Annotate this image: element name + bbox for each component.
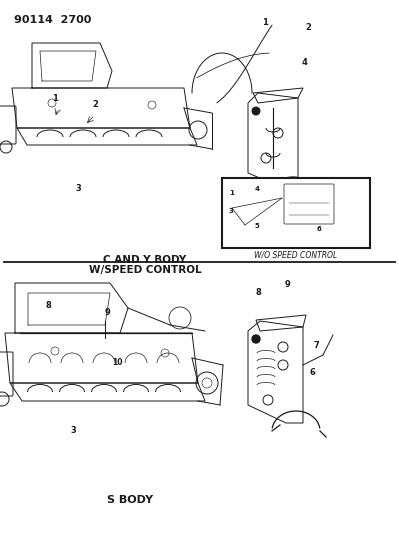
Text: 90114  2700: 90114 2700 bbox=[14, 15, 91, 25]
Text: 3: 3 bbox=[70, 426, 76, 435]
Text: 1: 1 bbox=[262, 18, 268, 27]
Text: S BODY: S BODY bbox=[107, 495, 153, 505]
Text: 10: 10 bbox=[112, 358, 122, 367]
Text: 3: 3 bbox=[75, 184, 81, 193]
Text: 8: 8 bbox=[256, 288, 262, 297]
Text: 1: 1 bbox=[52, 94, 58, 103]
Text: 4: 4 bbox=[255, 186, 260, 192]
Bar bbox=[222, 178, 370, 248]
Text: 6: 6 bbox=[310, 368, 316, 377]
Circle shape bbox=[252, 107, 260, 115]
Text: 2: 2 bbox=[305, 23, 311, 32]
Text: 9: 9 bbox=[285, 280, 291, 289]
Text: W/O SPEED CONTROL: W/O SPEED CONTROL bbox=[255, 251, 338, 260]
Text: 1: 1 bbox=[229, 190, 234, 196]
Text: 4: 4 bbox=[302, 58, 308, 67]
Circle shape bbox=[252, 335, 260, 343]
Text: C AND Y BODY: C AND Y BODY bbox=[103, 255, 187, 265]
Text: 3: 3 bbox=[229, 208, 234, 214]
Text: 6: 6 bbox=[317, 226, 322, 232]
Text: W/SPEED CONTROL: W/SPEED CONTROL bbox=[89, 265, 201, 275]
Text: 7: 7 bbox=[314, 341, 320, 350]
Text: 5: 5 bbox=[255, 223, 260, 229]
Text: 2: 2 bbox=[92, 100, 98, 109]
Text: 8: 8 bbox=[45, 301, 51, 310]
Text: 9: 9 bbox=[105, 308, 111, 317]
